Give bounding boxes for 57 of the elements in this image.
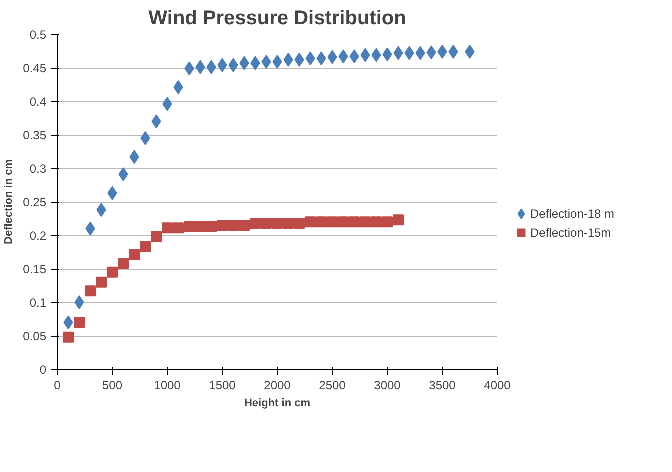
x-tick-label: 0 (54, 378, 62, 392)
x-tick-label: 500 (102, 378, 123, 392)
x-axis-title: Height in cm (244, 398, 311, 410)
point (228, 220, 239, 231)
y-tick-label: 0.4 (30, 95, 47, 109)
point (184, 221, 195, 232)
point (162, 222, 173, 234)
chart-title: Wind Pressure Distribution (148, 8, 406, 30)
point (261, 218, 272, 229)
x-tick-label: 4000 (484, 378, 512, 392)
point (338, 216, 349, 228)
y-tick-label: 0.5 (30, 28, 47, 42)
point (272, 218, 283, 229)
point (74, 296, 84, 310)
point (283, 218, 294, 229)
point (393, 214, 404, 226)
point (140, 241, 151, 252)
point (63, 332, 74, 343)
point (85, 286, 96, 297)
y-tick-label: 0 (40, 363, 47, 377)
x-tick-label: 3500 (429, 378, 456, 392)
x-tick-label: 2000 (264, 378, 292, 392)
point (382, 216, 393, 228)
y-axis-title: Deflection in cm (3, 159, 16, 244)
point (316, 216, 327, 228)
point (294, 218, 305, 229)
y-tick-label: 0.35 (23, 128, 47, 142)
x-tick-label: 2500 (319, 378, 346, 392)
point (349, 216, 360, 228)
legend-label: Deflection-15m (530, 226, 612, 240)
y-tick-label: 0.05 (23, 330, 47, 344)
y-tick-label: 0.2 (30, 229, 47, 243)
point (118, 258, 129, 270)
point (173, 222, 184, 234)
point (217, 220, 228, 231)
y-tick-label: 0.25 (23, 196, 47, 210)
x-tick-label: 1000 (154, 378, 182, 392)
point (74, 317, 85, 328)
y-tick-label: 0.1 (30, 296, 47, 310)
point (151, 231, 162, 242)
point (305, 216, 316, 228)
point (371, 216, 382, 228)
point (360, 216, 371, 228)
x-tick-label: 3000 (374, 378, 402, 392)
point (206, 221, 217, 232)
point (327, 216, 338, 228)
legend-label: Deflection-18 m (530, 207, 615, 222)
point (195, 221, 206, 232)
y-tick-label: 0.45 (23, 62, 47, 76)
point (96, 276, 107, 288)
point (239, 220, 250, 231)
y-tick-label: 0.3 (30, 162, 47, 176)
point (129, 249, 140, 260)
point (250, 218, 261, 229)
x-tick-label: 1500 (209, 378, 236, 392)
point (107, 266, 118, 278)
y-tick-label: 0.15 (23, 262, 47, 276)
